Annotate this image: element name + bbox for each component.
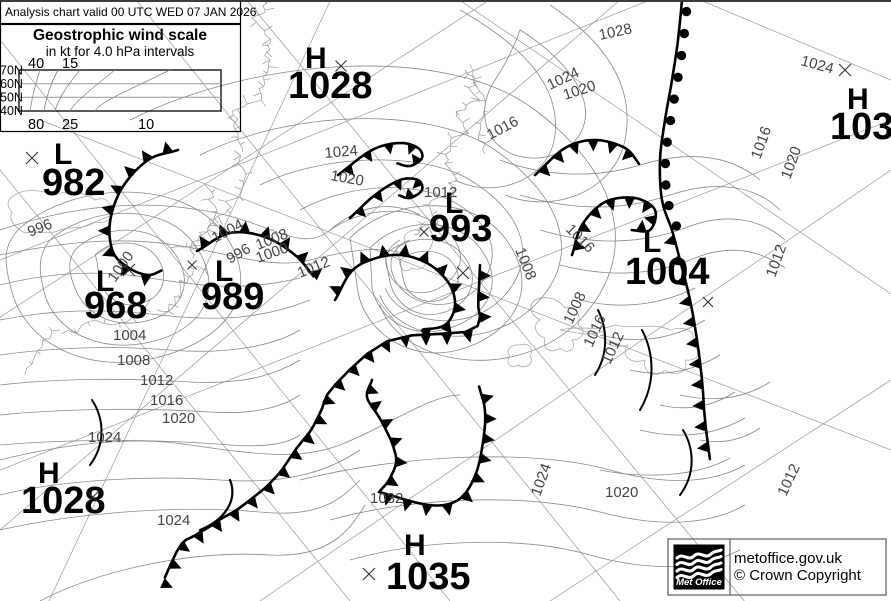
svg-text:25: 25: [62, 117, 78, 133]
svg-text:989: 989: [201, 276, 264, 318]
svg-text:982: 982: [42, 162, 105, 204]
svg-text:1016: 1016: [150, 392, 183, 409]
svg-text:10: 10: [138, 117, 154, 133]
svg-text:1024: 1024: [528, 461, 555, 498]
svg-text:1024: 1024: [324, 142, 359, 162]
svg-text:© Crown Copyright: © Crown Copyright: [734, 567, 862, 584]
svg-text:1028: 1028: [21, 480, 106, 522]
svg-text:1020: 1020: [605, 484, 638, 501]
svg-text:40: 40: [28, 56, 44, 72]
svg-text:1012: 1012: [140, 372, 173, 389]
svg-text:1008: 1008: [117, 352, 150, 369]
svg-text:993: 993: [429, 208, 492, 250]
svg-text:996: 996: [25, 216, 55, 241]
svg-text:1028: 1028: [597, 20, 633, 44]
svg-text:1020: 1020: [329, 167, 365, 190]
svg-text:metoffice.gov.uk: metoffice.gov.uk: [734, 550, 842, 567]
svg-text:1008: 1008: [560, 289, 590, 326]
svg-text:Met Office: Met Office: [676, 577, 722, 588]
svg-text:1012: 1012: [763, 242, 790, 279]
svg-text:80: 80: [28, 117, 44, 133]
svg-text:1016: 1016: [484, 113, 521, 144]
svg-text:1020: 1020: [778, 144, 805, 181]
svg-text:40N: 40N: [0, 104, 23, 118]
svg-text:1008: 1008: [511, 245, 539, 282]
svg-text:1004: 1004: [113, 327, 146, 344]
svg-text:968: 968: [84, 285, 147, 327]
svg-text:1024: 1024: [157, 512, 190, 529]
svg-text:1024: 1024: [88, 429, 121, 446]
svg-text:1032: 1032: [370, 490, 403, 507]
svg-text:1016: 1016: [562, 221, 598, 257]
svg-text:1004: 1004: [625, 251, 710, 293]
svg-text:1028: 1028: [288, 65, 373, 107]
svg-text:1036: 1036: [830, 106, 891, 148]
svg-text:1035: 1035: [386, 556, 471, 598]
svg-text:1024: 1024: [799, 52, 836, 77]
svg-text:50N: 50N: [0, 91, 23, 105]
svg-text:60N: 60N: [0, 77, 23, 91]
svg-text:Geostrophic wind scale: Geostrophic wind scale: [33, 27, 207, 44]
svg-text:70N: 70N: [0, 64, 23, 78]
svg-text:1016: 1016: [748, 124, 775, 161]
svg-text:1012: 1012: [424, 184, 457, 201]
svg-text:Analysis chart valid 00 UTC WE: Analysis chart valid 00 UTC WED 07 JAN 2…: [5, 5, 257, 19]
svg-text:1020: 1020: [162, 410, 195, 427]
svg-text:1012: 1012: [774, 461, 804, 498]
svg-text:15: 15: [62, 56, 78, 72]
